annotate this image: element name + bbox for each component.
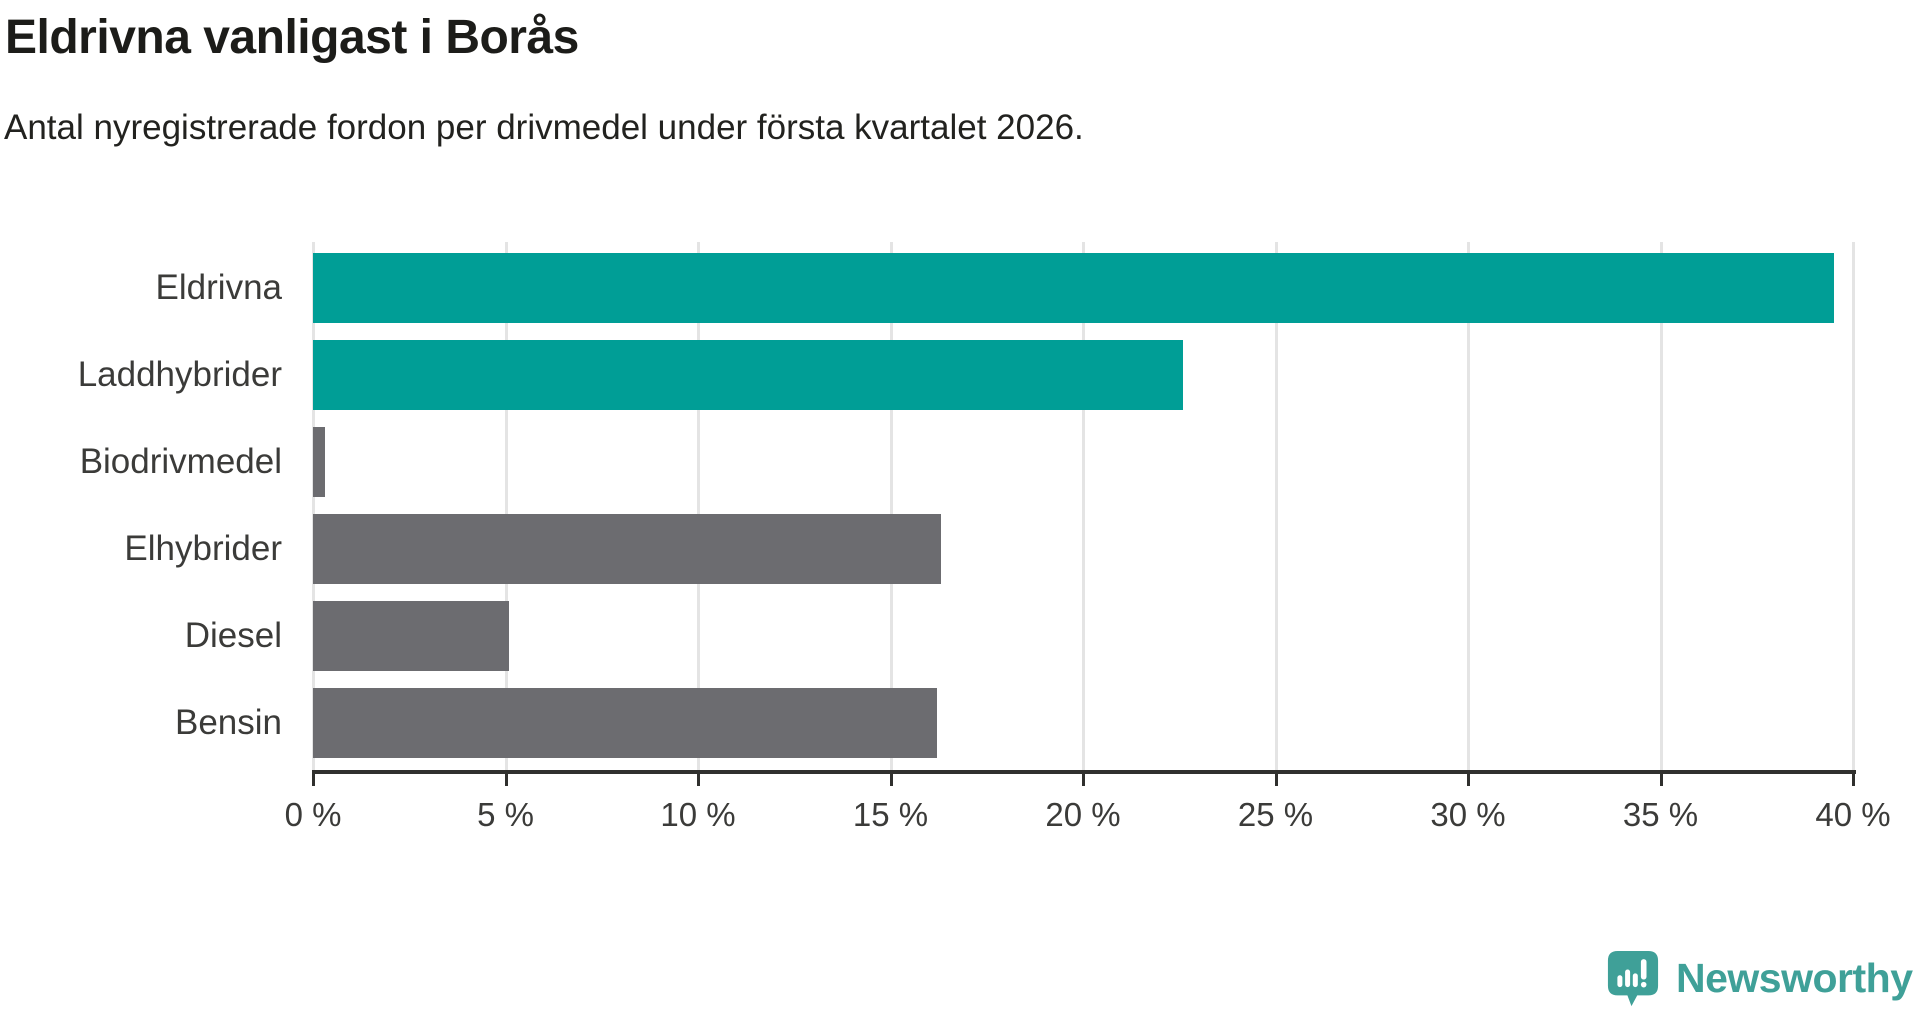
bar-label: Laddhybrider [77,355,282,394]
bar-label: Elhybrider [124,529,282,568]
x-tick-label: 40 % [1815,796,1891,833]
gridline [312,242,315,770]
x-axis-tick [312,770,315,786]
x-axis-tick [1082,770,1085,786]
gridline [889,242,893,770]
bar [313,688,937,758]
gridline [1467,242,1470,770]
chart-subtitle: Antal nyregistrerade fordon per drivmede… [4,108,1084,147]
newsworthy-logo-text: Newsworthy [1676,954,1913,1001]
x-axis-tick [504,770,508,786]
x-tick-label: 25 % [1237,796,1314,833]
x-tick-label: 10 % [660,796,736,833]
gridline [1659,242,1663,770]
x-axis-tick [1274,770,1278,786]
bar-label: Bensin [174,703,282,742]
bar [313,340,1184,410]
x-tick-label: 0 % [284,796,342,833]
x-tick-label: 30 % [1430,796,1506,833]
bar-label: Diesel [184,616,282,655]
newsworthy-pin-icon [1607,951,1659,1007]
x-axis-tick [1659,770,1663,786]
bar-label: Biodrivmedel [79,442,282,481]
newsworthy-logo: Newsworthy [1606,948,1913,1008]
x-tick-label: 5 % [477,796,534,833]
gridline [504,242,508,770]
gridline [697,242,700,770]
chart-title: Eldrivna vanligast i Borås [5,11,579,64]
x-tick-label: 35 % [1622,796,1699,833]
bar-label: Eldrivna [155,268,282,307]
x-tick-label: 20 % [1045,796,1121,833]
x-axis-tick [889,770,893,786]
gridline [1082,242,1085,770]
x-tick-label: 15 % [852,796,929,833]
bar [313,601,510,671]
x-axis-tick [697,770,700,786]
bar [313,427,325,497]
x-axis-tick [1467,770,1470,786]
gridline [1274,242,1278,770]
x-axis-tick [1852,770,1855,786]
bar [313,253,1834,323]
gridline [1852,242,1855,770]
bar [313,514,941,584]
